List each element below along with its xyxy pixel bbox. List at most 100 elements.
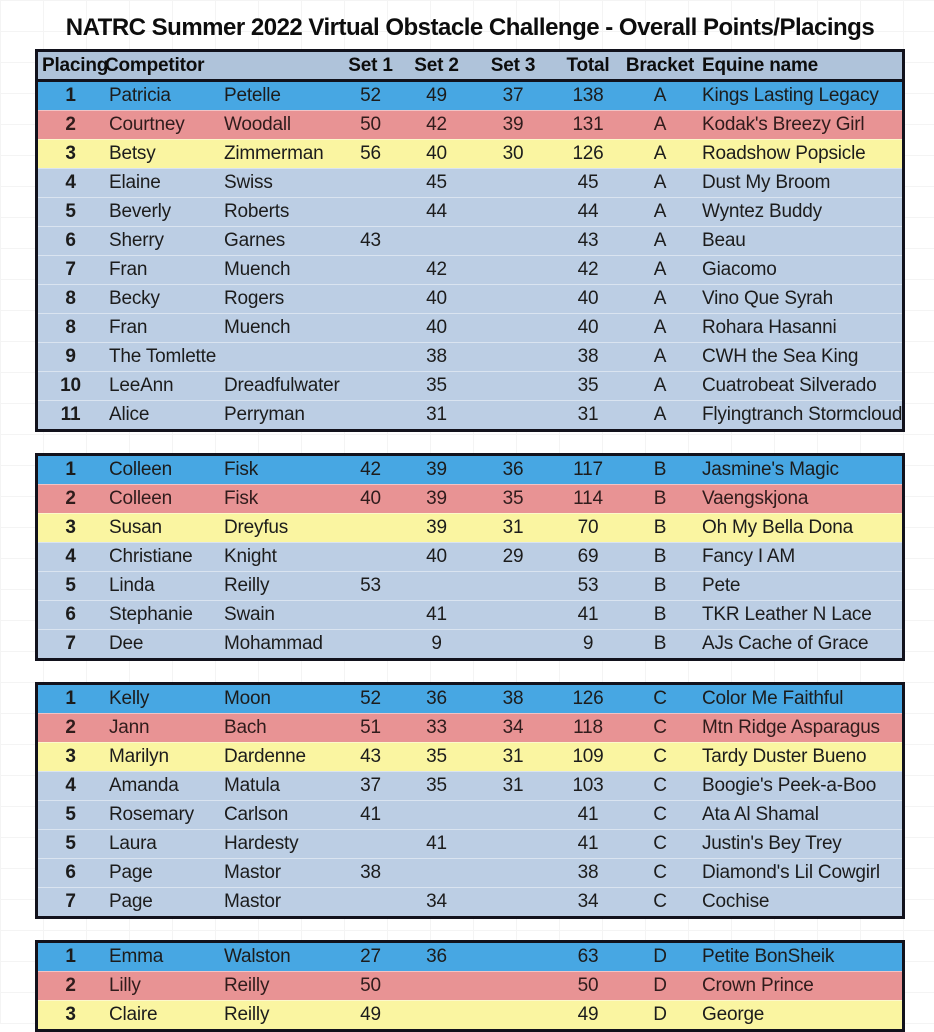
cell-placing: 2 — [65, 114, 76, 135]
cell-first-name: Colleen — [109, 488, 173, 509]
cell-set2: 40 — [426, 143, 447, 164]
cell-placing: 7 — [65, 633, 76, 654]
cell-first-name: Jann — [109, 717, 150, 738]
table-row: 4 Christiane Knight 40 29 69 B Fancy I AM — [38, 542, 902, 571]
cell-set2: 36 — [426, 688, 447, 709]
cell-placing: 3 — [65, 746, 76, 767]
cell-last-name: Mohammad — [224, 633, 323, 654]
cell-equine-name: Mtn Ridge Asparagus — [702, 717, 880, 738]
cell-equine-name: Vaengskjona — [702, 488, 809, 509]
cell-set3: 36 — [502, 459, 524, 480]
cell-total: 109 — [572, 746, 604, 767]
cell-bracket: A — [653, 346, 667, 367]
cell-set1: 43 — [360, 746, 381, 767]
cell-total: 40 — [577, 288, 599, 309]
table-row: 2 Colleen Fisk 40 39 35 114 B Vaengskjona — [38, 484, 902, 513]
cell-placing: 6 — [65, 604, 76, 625]
table-row: 3 Marilyn Dardenne 43 35 31 109 C Tardy Duster B… — [38, 742, 902, 771]
cell-first-name: Patricia — [109, 85, 171, 106]
cell-bracket: D — [653, 975, 667, 996]
cell-bracket: B — [653, 575, 667, 596]
cell-bracket: A — [653, 172, 667, 193]
cell-set3: 39 — [502, 114, 524, 135]
cell-placing: 6 — [65, 230, 76, 251]
cell-first-name: Alice — [109, 404, 150, 425]
cell-set1: 50 — [360, 114, 381, 135]
cell-bracket: C — [653, 862, 667, 883]
cell-last-name: Dreyfus — [224, 517, 289, 538]
cell-first-name: Susan — [109, 517, 162, 538]
cell-set2: 9 — [431, 633, 442, 654]
bracket-d-section: 1 Emma Walston 27 36 63 D Petite BonSheik 2 Lilly… — [35, 940, 905, 1032]
cell-placing: 5 — [65, 575, 76, 596]
cell-placing: 9 — [65, 346, 76, 367]
column-header-placing: Placing — [42, 54, 109, 76]
cell-total: 40 — [577, 317, 599, 338]
cell-set3: 31 — [502, 517, 524, 538]
cell-set1: 51 — [360, 717, 381, 738]
cell-set2: 35 — [426, 746, 447, 767]
table-row: 4 Elaine Swiss 45 45 A Dust My Broom — [38, 168, 902, 197]
table-row: 8 Becky Rogers 40 40 A Vino Que Syrah — [38, 284, 902, 313]
cell-placing: 8 — [65, 317, 76, 338]
column-header-set2: Set 2 — [414, 54, 459, 76]
cell-bracket: C — [653, 833, 667, 854]
cell-first-name: Claire — [109, 1004, 158, 1025]
cell-first-name: Page — [109, 862, 153, 883]
cell-bracket: B — [653, 604, 667, 625]
cell-placing: 6 — [65, 862, 76, 883]
cell-equine-name: Cochise — [702, 891, 770, 912]
cell-set1: 37 — [360, 775, 381, 796]
cell-set3: 35 — [502, 488, 524, 509]
cell-set2: 34 — [426, 891, 447, 912]
cell-bracket: A — [653, 201, 667, 222]
cell-equine-name: Rohara Hasanni — [702, 317, 837, 338]
cell-total: 43 — [577, 230, 599, 251]
cell-set2: 45 — [426, 172, 447, 193]
cell-last-name: Knight — [224, 546, 277, 567]
table-row: 1 Emma Walston 27 36 63 D Petite BonSheik — [38, 943, 902, 971]
cell-placing: 3 — [65, 143, 76, 164]
bracket-a-section: 1 Patricia Petelle 52 49 37 138 A Kings Lasting … — [35, 79, 905, 432]
cell-last-name: Mastor — [224, 891, 281, 912]
table-row: 2 Jann Bach 51 33 34 118 C Mtn Ridge Asparagus — [38, 713, 902, 742]
cell-bracket: D — [653, 1004, 667, 1025]
cell-placing: 1 — [65, 85, 76, 106]
cell-first-name: Linda — [109, 575, 155, 596]
cell-placing: 1 — [65, 946, 76, 967]
cell-equine-name: Color Me Faithful — [702, 688, 844, 709]
table-row: 5 Beverly Roberts 44 44 A Wyntez Buddy — [38, 197, 902, 226]
cell-last-name: Woodall — [224, 114, 291, 135]
cell-placing: 5 — [65, 833, 76, 854]
cell-last-name: Fisk — [224, 488, 259, 509]
cell-bracket: C — [653, 717, 667, 738]
cell-last-name: Carlson — [224, 804, 289, 825]
cell-placing: 11 — [60, 404, 81, 425]
table-row: 2 Lilly Reilly 50 50 D Crown Prince — [38, 971, 902, 1000]
cell-equine-name: Boogie's Peek-a-Boo — [702, 775, 877, 796]
cell-set3: 31 — [502, 775, 524, 796]
cell-bracket: B — [653, 488, 667, 509]
table-row: 4 Amanda Matula 37 35 31 103 C Boogie's Peek-a-B… — [38, 771, 902, 800]
cell-equine-name: Fancy I AM — [702, 546, 796, 567]
cell-placing: 1 — [65, 688, 76, 709]
cell-first-name: Colleen — [109, 459, 173, 480]
column-header-competitor: Competitor — [105, 54, 205, 76]
cell-set2: 33 — [426, 717, 447, 738]
cell-first-name: Christiane — [109, 546, 193, 567]
cell-equine-name: CWH the Sea King — [702, 346, 859, 367]
cell-set2: 36 — [426, 946, 447, 967]
cell-set2: 38 — [426, 346, 447, 367]
cell-equine-name: Roadshow Popsicle — [702, 143, 866, 164]
column-header-total: Total — [566, 54, 610, 76]
cell-set2: 31 — [426, 404, 447, 425]
cell-equine-name: Crown Prince — [702, 975, 814, 996]
cell-placing: 2 — [65, 488, 76, 509]
cell-equine-name: Giacomo — [702, 259, 777, 280]
cell-total: 45 — [577, 172, 599, 193]
cell-set2: 39 — [426, 517, 447, 538]
table-header-row: Placing Competitor Set 1 Set 2 Set 3 Tot… — [35, 49, 905, 79]
cell-last-name: Swiss — [224, 172, 273, 193]
cell-placing: 3 — [65, 517, 76, 538]
cell-placing: 7 — [65, 259, 76, 280]
